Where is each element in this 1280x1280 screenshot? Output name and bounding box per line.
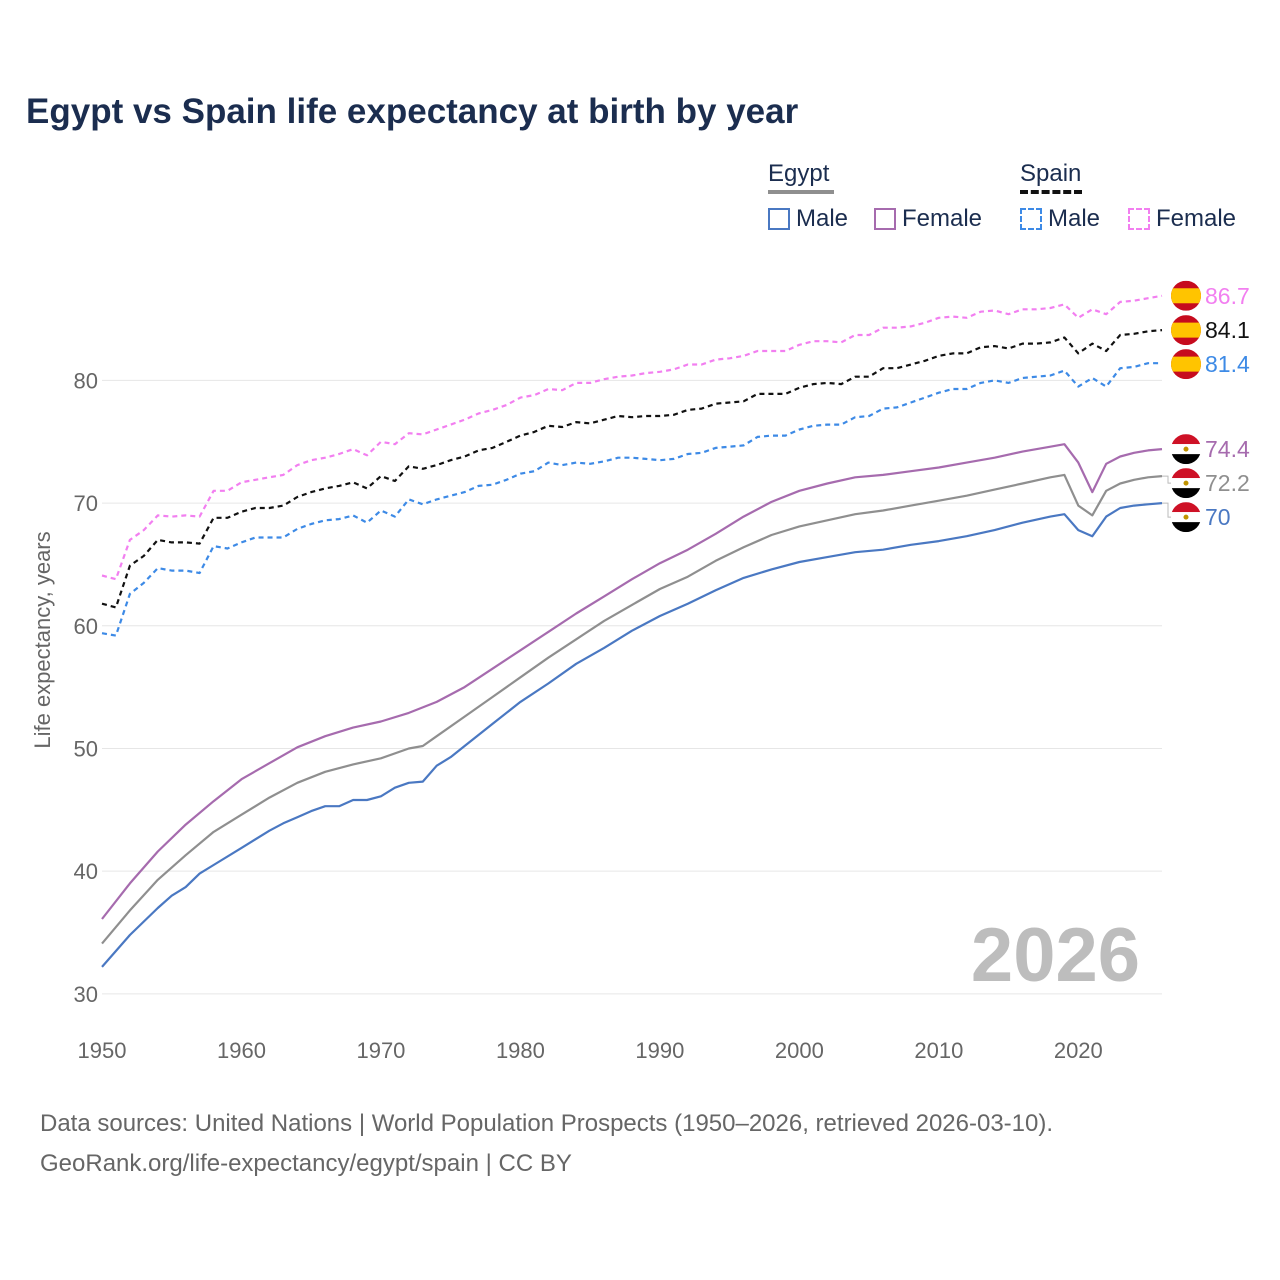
x-tick-label: 1960	[217, 1038, 266, 1063]
x-tick-label: 1950	[78, 1038, 127, 1063]
source-line-2[interactable]: GeoRank.org/life-expectancy/egypt/spain …	[40, 1150, 572, 1177]
current-year-watermark: 2026	[970, 913, 1140, 998]
legend-item-spain-female[interactable]: Female	[1128, 204, 1236, 234]
chart-legend: Egypt Spain Male Female Male Female	[766, 160, 1266, 240]
series-line-spain-female[interactable]	[101, 294, 1163, 581]
x-tick-label: 1990	[635, 1038, 684, 1063]
legend-item-egypt-female[interactable]: Female	[874, 204, 982, 234]
y-axis-ticks: 30 40 50 60 70 80	[74, 368, 98, 1006]
series-line-spain-male[interactable]	[101, 362, 1162, 637]
legend-swatch-spain-male	[1020, 208, 1042, 230]
egypt-flag-icon	[1171, 468, 1201, 499]
legend-swatch-egypt-female	[874, 208, 896, 230]
x-tick-label: 2010	[914, 1038, 963, 1063]
series-line-egypt-male[interactable]	[101, 502, 1163, 968]
legend-label-egypt-male: Male	[796, 205, 849, 232]
legend-label-spain-female: Female	[1156, 205, 1237, 232]
legend-swatch-egypt-male	[768, 208, 790, 230]
y-tick-label: 60	[74, 614, 98, 639]
end-label-spain-female: 86.7	[1205, 283, 1250, 309]
end-label-egypt-total: 72.2	[1205, 470, 1250, 496]
spain-flag-icon	[1171, 280, 1201, 311]
egypt-flag-icon	[1171, 502, 1201, 533]
series-line-egypt-total[interactable]	[101, 473, 1163, 945]
x-tick-label: 1980	[496, 1038, 545, 1063]
end-label-egypt-female: 74.4	[1205, 436, 1250, 462]
x-tick-label: 2000	[775, 1038, 824, 1063]
legend-item-spain-male[interactable]: Male	[1020, 204, 1100, 234]
end-labels: 86.7 84.1 81.4 74.4 72.2 70	[1162, 280, 1250, 533]
y-tick-label: 80	[74, 368, 98, 393]
legend-label-egypt-female: Female	[902, 205, 983, 232]
source-line-1: Data sources: United Nations | World Pop…	[40, 1110, 1054, 1137]
x-tick-label: 1970	[356, 1038, 405, 1063]
series-lines	[101, 294, 1163, 968]
y-tick-label: 70	[74, 491, 98, 516]
spain-flag-icon	[1171, 349, 1201, 380]
end-label-connector	[1162, 475, 1172, 484]
end-label-spain-male: 81.4	[1205, 351, 1250, 377]
egypt-flag-icon	[1171, 434, 1201, 465]
legend-item-egypt-male[interactable]: Male	[768, 204, 848, 234]
legend-group-egypt: Egypt	[768, 160, 830, 187]
chart-title: Egypt vs Spain life expectancy at birth …	[26, 92, 799, 131]
series-line-egypt-female[interactable]	[101, 443, 1163, 920]
y-tick-label: 30	[74, 982, 98, 1007]
legend-label-spain-male: Male	[1048, 205, 1101, 232]
y-tick-label: 40	[74, 859, 98, 884]
data-source: Data sources: United Nations | World Pop…	[40, 1104, 1053, 1184]
spain-flag-icon	[1171, 315, 1201, 346]
y-axis-label: Life expectancy, years	[30, 531, 55, 748]
end-label-connector	[1162, 502, 1172, 518]
y-tick-label: 50	[74, 736, 98, 761]
x-tick-label: 2020	[1054, 1038, 1103, 1063]
end-label-egypt-male: 70	[1205, 504, 1231, 530]
legend-group-spain-line	[1020, 190, 1082, 194]
legend-swatch-spain-female	[1128, 208, 1150, 230]
end-label-spain-total: 84.1	[1205, 317, 1250, 343]
legend-group-egypt-line	[768, 190, 834, 194]
grid-lines	[102, 379, 1162, 995]
legend-group-spain: Spain	[1020, 160, 1082, 187]
series-line-spain-total[interactable]	[101, 329, 1163, 609]
x-axis-ticks: 1950 1960 1970 1980 1990 2000 2010 2020	[78, 1038, 1103, 1063]
